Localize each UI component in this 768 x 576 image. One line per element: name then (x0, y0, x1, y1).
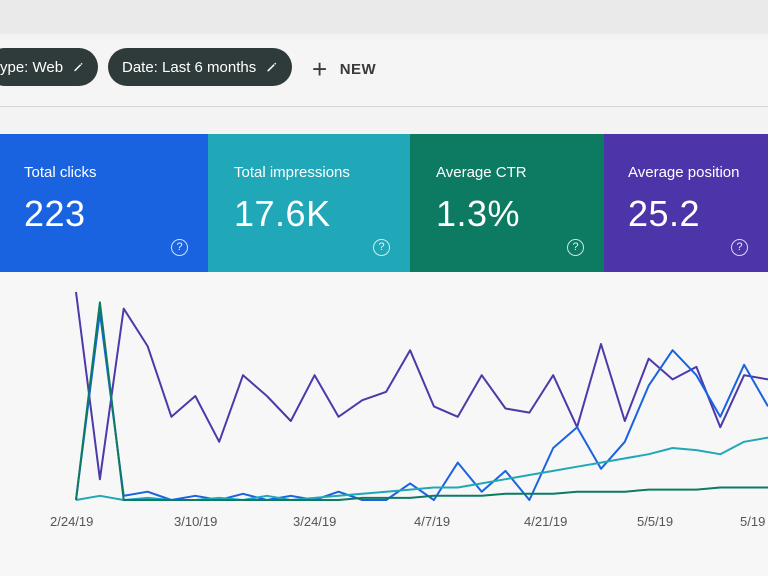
x-tick-label: 2/24/19 (50, 514, 94, 529)
filter-bar: ype: Web Date: Last 6 months + NEW (0, 40, 768, 107)
type-filter-label: ype: Web (0, 58, 64, 76)
performance-chart-svg (75, 291, 768, 501)
metric-card-average-position[interactable]: Average position 25.2 ? (604, 134, 768, 272)
metric-label: Average CTR (436, 164, 527, 181)
x-tick-label: 3/24/19 (293, 514, 337, 529)
metric-label: Total clicks (24, 164, 97, 181)
pencil-icon (267, 62, 277, 72)
help-icon[interactable]: ? (731, 239, 748, 256)
x-tick-label: 4/21/19 (524, 514, 568, 529)
x-tick-label: 4/7/19 (414, 514, 451, 529)
x-tick-label: 3/10/19 (174, 514, 218, 529)
metric-label: Total impressions (234, 164, 350, 181)
series-line-0 (75, 291, 768, 481)
metric-value: 17.6K (234, 193, 331, 234)
metric-value: 1.3% (436, 193, 521, 234)
help-icon[interactable]: ? (567, 239, 584, 256)
date-filter-label: Date: Last 6 months (122, 58, 257, 76)
metric-card-average-ctr[interactable]: Average CTR 1.3% ? (410, 134, 604, 272)
new-button-label: NEW (339, 60, 377, 78)
series-line-3 (75, 301, 768, 501)
type-filter-chip[interactable]: ype: Web (0, 48, 98, 86)
performance-chart: 2/24/19 3/10/19 3/24/19 4/7/19 4/21/19 5/5/19… (0, 272, 768, 576)
help-icon[interactable]: ? (171, 239, 188, 256)
series-line-1 (75, 311, 768, 501)
new-filter-button[interactable]: + NEW (312, 52, 376, 86)
metric-card-total-clicks[interactable]: Total clicks 223 ? (0, 134, 208, 272)
metric-card-total-impressions[interactable]: Total impressions 17.6K ? (208, 134, 410, 272)
date-filter-chip[interactable]: Date: Last 6 months (108, 48, 292, 86)
pencil-icon (74, 62, 83, 72)
top-strip (0, 0, 768, 34)
metric-label: Average position (628, 164, 740, 181)
x-tick-label: 5/19 (740, 514, 766, 529)
metric-cards: Total clicks 223 ? Total impressions 17.… (0, 134, 768, 272)
x-tick-label: 5/5/19 (637, 514, 674, 529)
metric-value: 223 (24, 193, 86, 234)
help-icon[interactable]: ? (373, 239, 390, 256)
metric-value: 25.2 (628, 193, 701, 234)
plus-icon: + (312, 54, 328, 84)
